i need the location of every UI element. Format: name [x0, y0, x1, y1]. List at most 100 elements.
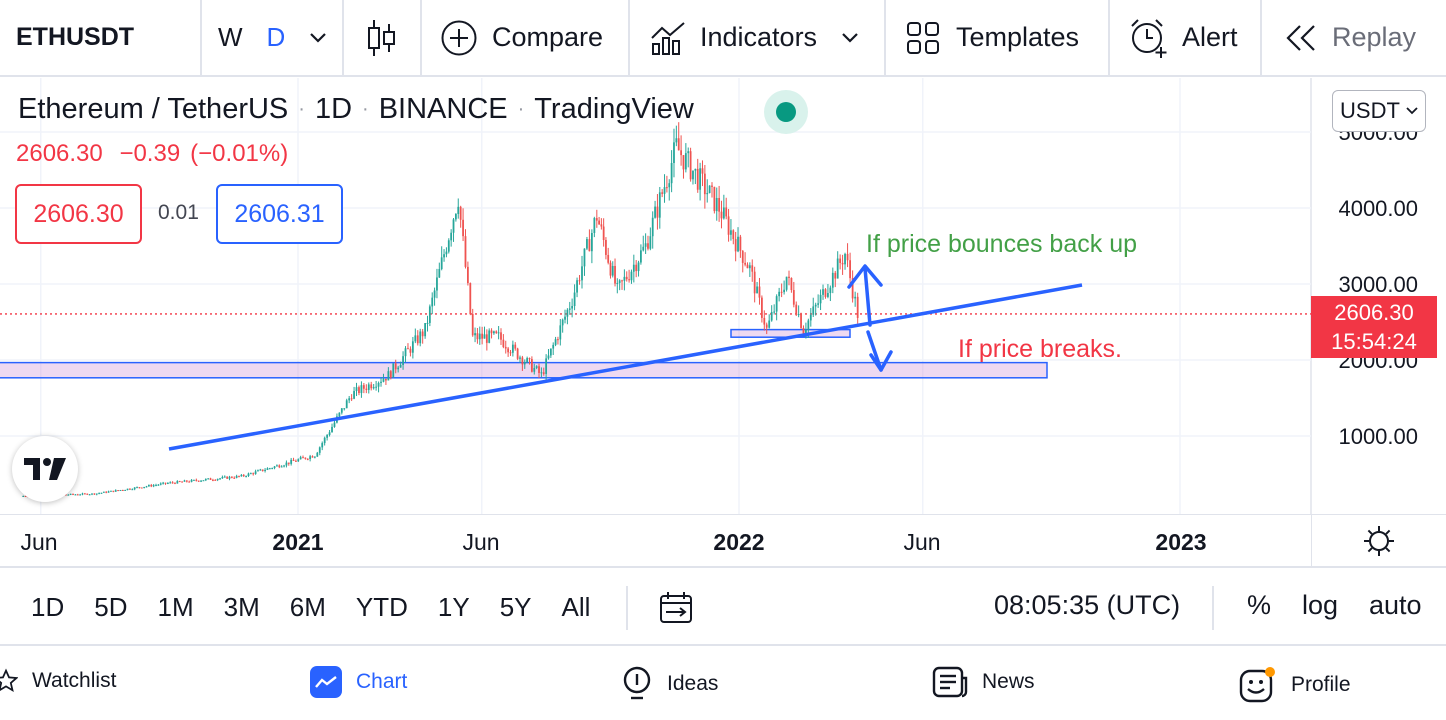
candle-body — [110, 490, 112, 492]
go-to-date-button[interactable] — [658, 590, 694, 631]
candle-body — [242, 474, 245, 477]
range-5d-button[interactable]: 5D — [94, 591, 128, 622]
candle-body — [775, 296, 778, 312]
compare-button[interactable]: Compare — [422, 0, 628, 76]
percent-scale-button[interactable]: % — [1247, 590, 1272, 620]
range-5y-button[interactable]: 5Y — [499, 591, 532, 622]
range-all-button[interactable]: All — [561, 591, 591, 622]
legend-source: TradingView — [534, 93, 694, 125]
toolbar-divider — [200, 0, 202, 76]
candle-body — [340, 408, 343, 413]
candle-body — [836, 258, 839, 279]
candle-body — [183, 480, 186, 482]
candle-body — [148, 485, 150, 487]
sell-price-button[interactable]: 2606.30 — [15, 184, 142, 244]
annotation-breaks-text[interactable]: If price breaks. — [958, 335, 1122, 363]
candle-body — [547, 355, 550, 359]
candle-body — [851, 278, 854, 299]
candle-body — [271, 468, 274, 470]
candle-body — [419, 331, 422, 344]
candle-body — [318, 447, 321, 453]
market-open-status-icon[interactable] — [764, 90, 808, 134]
tradingview-logo-icon[interactable] — [12, 436, 78, 502]
symbol-search-button[interactable]: ETHUSDT — [16, 23, 135, 51]
candle-body — [219, 478, 221, 480]
candle-body — [783, 289, 786, 293]
candle-body — [552, 344, 555, 349]
candle-body — [309, 456, 312, 460]
currency-select[interactable]: USDT — [1332, 90, 1426, 132]
candle-body — [542, 372, 545, 374]
candle-body — [24, 495, 27, 497]
range-1d-button[interactable]: 1D — [31, 591, 65, 622]
candle-body — [362, 385, 365, 389]
interval-daily[interactable]: D — [266, 22, 286, 52]
nav-profile[interactable]: Profile — [1239, 666, 1351, 704]
interval-weekly[interactable]: W — [218, 22, 243, 52]
candle-body — [600, 224, 603, 227]
log-scale-button[interactable]: log — [1302, 590, 1339, 620]
candle-body — [188, 481, 191, 483]
candle-body — [150, 485, 153, 487]
chart-pane[interactable]: 5000.00 4000.00 3000.00 2000.00 1000.00 — [0, 78, 1446, 568]
candle-body — [588, 239, 591, 252]
top-toolbar: ETHUSDT W D Compare Indicators — [0, 0, 1446, 77]
candle-body — [758, 286, 761, 298]
range-1y-button[interactable]: 1Y — [437, 591, 470, 622]
candle-body — [827, 293, 829, 297]
candle-body — [331, 426, 333, 433]
candle-body — [247, 473, 250, 477]
legend-price-change: 2606.30 −0.39 (−0.01%) — [16, 140, 298, 168]
candle-body — [785, 276, 788, 290]
range-ytd-button[interactable]: YTD — [355, 591, 408, 622]
candle-body — [760, 297, 763, 318]
candle-body — [223, 476, 226, 478]
candle-body — [131, 489, 134, 491]
range-divider — [626, 586, 628, 630]
indicators-button[interactable]: Indicators — [630, 0, 884, 76]
templates-button[interactable]: Templates — [886, 0, 1108, 76]
timezone-clock-button[interactable]: 08:05:35 (UTC) — [994, 590, 1181, 620]
nav-news-label: News — [982, 670, 1035, 693]
nav-chart[interactable]: Chart — [310, 666, 407, 698]
candle-body — [511, 344, 514, 353]
candle-body — [713, 186, 716, 212]
candle-body — [204, 478, 207, 481]
candle-body — [846, 253, 849, 261]
lightbulb-icon — [623, 666, 651, 700]
templates-grid-icon — [907, 21, 939, 54]
auto-scale-button[interactable]: auto — [1369, 590, 1422, 620]
nav-news[interactable]: News — [932, 666, 1035, 698]
buy-price-button[interactable]: 2606.31 — [216, 184, 343, 244]
candle-body — [81, 493, 84, 495]
candle-body — [382, 378, 385, 382]
candle-body — [392, 363, 395, 378]
candle-body — [95, 493, 98, 495]
range-6m-button[interactable]: 6M — [289, 591, 326, 622]
legend-exchange: BINANCE — [378, 93, 508, 125]
legend-separator: · — [362, 98, 369, 120]
legend-symbol-name[interactable]: Ethereum / TetherUS — [18, 93, 289, 125]
chevron-down-icon[interactable] — [841, 32, 859, 44]
annotation-bounce-text[interactable]: If price bounces back up — [866, 230, 1137, 258]
candle-body — [730, 230, 732, 235]
indicators-label: Indicators — [700, 22, 818, 52]
alert-button[interactable]: Alert — [1110, 0, 1260, 76]
candle-body — [355, 387, 358, 392]
candle-body — [316, 452, 319, 457]
nav-watchlist[interactable]: Watchlist — [0, 666, 116, 696]
nav-ideas[interactable]: Ideas — [621, 666, 718, 702]
chart-settings-button[interactable] — [1311, 515, 1446, 567]
interval-selector[interactable]: W D — [202, 0, 342, 76]
replay-button[interactable]: Replay — [1262, 0, 1446, 76]
candle-body — [623, 276, 626, 281]
range-1m-button[interactable]: 1M — [157, 591, 194, 622]
candle-body — [409, 348, 412, 353]
time-axis[interactable]: Jun 2021 Jun 2022 Jun 2023 — [0, 514, 1446, 568]
candle-body — [88, 494, 91, 496]
chevron-down-icon[interactable] — [309, 32, 327, 44]
chart-type-button[interactable] — [344, 0, 420, 76]
candle-body — [812, 306, 815, 315]
range-3m-button[interactable]: 3M — [223, 591, 260, 622]
